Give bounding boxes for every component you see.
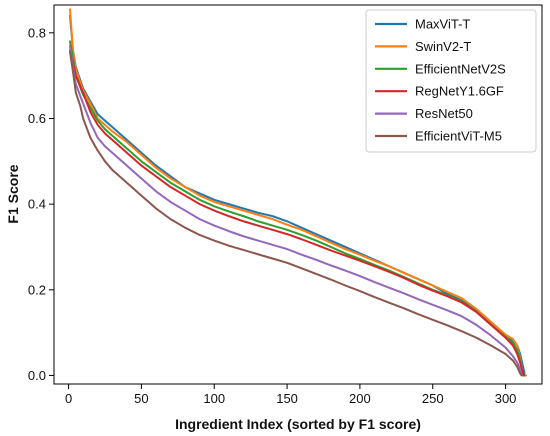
x-tick-label: 100 <box>203 391 225 406</box>
series-line-6 <box>69 51 523 377</box>
legend: MaxViT-T SwinV2-T EfficientNetV2S RegNetY1.… <box>365 9 537 153</box>
x-tick-label: 250 <box>422 391 444 406</box>
series-layer <box>69 8 527 377</box>
y-tick-label: 0.6 <box>28 111 46 126</box>
x-tick-label: 0 <box>65 391 72 406</box>
y-tick-label: 0.4 <box>28 197 46 212</box>
y-axis-ticks: 0.0 0.2 0.4 0.6 0.8 <box>28 25 54 383</box>
y-axis-label: F1 Score <box>5 164 21 223</box>
y-tick-label: 0.8 <box>28 25 46 40</box>
legend-label-5: ResNet50 <box>415 106 473 121</box>
x-tick-label: 300 <box>495 391 517 406</box>
x-tick-label: 200 <box>349 391 371 406</box>
series-line-5 <box>69 44 523 377</box>
legend-label-4: RegNetY1.6GF <box>415 84 504 99</box>
x-tick-label: 50 <box>134 391 148 406</box>
legend-label-2: SwinV2-T <box>415 39 471 54</box>
legend-label-6: EfficientViT-M5 <box>415 129 502 144</box>
x-axis-ticks: 0 50 100 150 200 250 300 <box>65 384 516 406</box>
series-line-4 <box>69 48 526 377</box>
legend-frame <box>365 9 537 153</box>
legend-label-3: EfficientNetV2S <box>415 61 506 76</box>
x-tick-label: 150 <box>276 391 298 406</box>
x-axis-label: Ingredient Index (sorted by F1 score) <box>175 416 421 432</box>
legend-label-1: MaxViT-T <box>415 17 470 32</box>
y-tick-label: 0.2 <box>28 282 46 297</box>
y-tick-label: 0.0 <box>28 368 46 383</box>
series-line-2 <box>69 8 527 377</box>
